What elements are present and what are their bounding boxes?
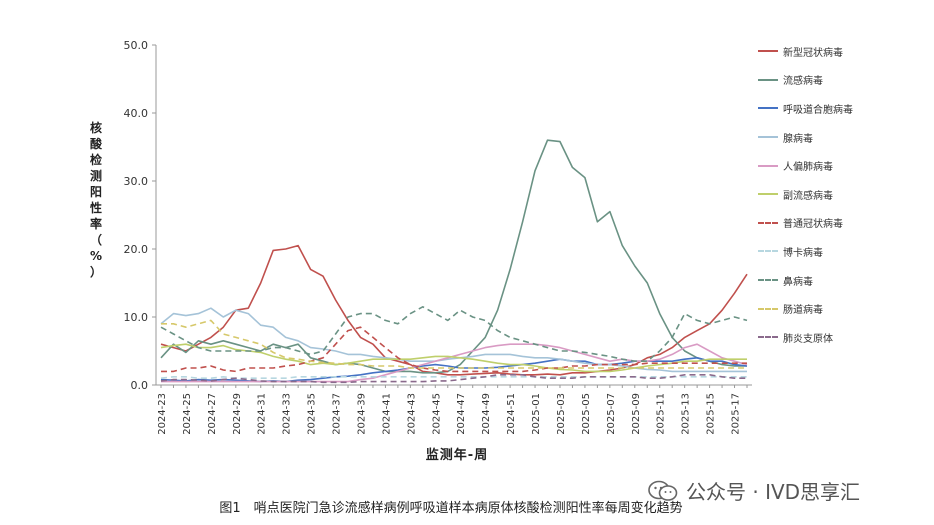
series-line-9 [160,305,748,363]
y-axis-label-char: 核 [89,121,102,135]
legend-label: 流感病毒 [783,76,823,88]
x-tick-label: 2024-23 [157,393,168,435]
legend-swatch [758,164,778,167]
x-tick-label: 2024-49 [481,393,492,435]
y-axis-label-char: （ [89,233,102,247]
x-tick-label: 2024-43 [406,393,417,435]
y-axis-label-char: 性 [89,201,102,215]
x-tick-label: 2024-39 [356,393,367,435]
x-tick-label: 2024-33 [282,393,293,435]
legend-label: 普通冠状病毒 [783,219,843,231]
y-axis-label-char: 率 [89,217,102,231]
x-tick-label: 2025-11 [656,393,667,435]
legend-swatch [758,250,778,253]
legend-swatch [758,221,778,224]
y-axis-label-char: % [89,249,103,263]
series-line-8 [160,375,747,380]
x-tick-label: 2024-47 [456,393,467,435]
series-line-6 [160,343,747,373]
legend-swatch [758,50,778,53]
x-tick-label: 2024-51 [506,393,517,435]
series-lines [160,139,748,384]
legend-swatch [758,336,778,339]
y-tick-label: 50.0 [124,39,149,52]
wechat-icon [648,480,678,501]
axes: 0.0 10.0 20.0 30.0 40.0 50.0 2024-23 2024-25 202… [124,39,752,435]
legend-swatch [758,307,778,310]
y-axis-label-char: 测 [89,169,102,183]
legend-label: 人偏肺病毒 [783,162,833,174]
legend-swatch [758,193,778,196]
x-axis-label: 监测年-周 [425,448,489,463]
legend-item: 鼻病毒 [758,266,928,295]
legend-label: 鼻病毒 [783,276,813,288]
x-tick-label: 2025-05 [581,393,592,435]
legend-item: 腺病毒 [758,123,928,152]
y-tick-label: 0.0 [131,379,149,392]
y-tick-label: 10.0 [124,311,149,324]
x-tick-label: 2024-29 [232,393,243,435]
x-tick-label: 2024-31 [257,393,268,435]
series-line-10 [161,319,747,369]
legend-label: 呼吸道合胞病毒 [783,104,853,116]
x-tick-label: 2024-45 [431,393,442,435]
legend-item: 呼吸道合胞病毒 [758,94,928,123]
x-tick-label: 2025-13 [681,393,692,435]
series-line-2 [160,139,747,374]
series-line-1 [160,244,748,376]
watermark-text: 公众号 · IVD思享汇 [686,480,861,504]
x-tick-label: 2024-35 [307,393,318,435]
legend-item: 新型冠状病毒 [758,37,928,66]
legend-swatch [758,107,778,110]
y-axis-label: 核酸检测阳性率 （% ） [86,120,106,280]
y-tick-label: 20.0 [124,243,149,256]
x-tick-label: 2024-27 [207,393,218,435]
y-axis-label-char: ） [89,265,102,279]
legend-item: 流感病毒 [758,66,928,95]
figure-caption: 图1 哨点医院门急诊流感样病例呼吸道样本病原体核酸检测阳性率每周变化趋势 [219,501,683,516]
legend-label: 肺炎支原体 [783,333,833,345]
legend: 新型冠状病毒 流感病毒呼吸道合胞病毒 腺病毒人偏肺病毒副流感病毒普通冠状病毒 博卡病毒… [758,37,928,352]
x-tick-label: 2024-41 [381,393,392,435]
y-tick-label: 30.0 [124,175,149,188]
y-axis-label-char: 酸 [89,137,102,151]
legend-label: 博卡病毒 [783,247,823,259]
legend-label: 腺病毒 [783,133,813,145]
legend-label: 肠道病毒 [783,305,823,317]
y-axis-label-char: 检 [89,153,102,167]
series-line-4 [160,307,747,373]
watermark: 公众号 · IVD思享汇 [648,476,860,505]
x-tick-label: 2025-09 [631,393,642,435]
legend-item: 肺炎支原体 [758,323,928,352]
x-tick-label: 2025-07 [606,393,617,435]
series-line-5 [161,343,748,383]
legend-swatch [758,279,778,282]
legend-label: 新型冠状病毒 [783,47,843,59]
legend-item: 普通冠状病毒 [758,209,928,238]
x-tick-label: 2024-25 [182,393,193,435]
x-tick-label: 2025-03 [556,393,567,435]
legend-item: 博卡病毒 [758,237,928,266]
legend-item: 肠道病毒 [758,294,928,323]
y-axis-label-char: 阳 [89,185,102,199]
x-tick-label: 2025-01 [531,393,542,435]
series-line-11 [160,373,747,384]
x-tick-label: 2024-37 [332,393,343,435]
legend-swatch [758,78,778,81]
legend-swatch [758,136,778,139]
series-line-7 [161,326,747,373]
legend-item: 副流感病毒 [758,180,928,209]
legend-label: 副流感病毒 [783,190,833,202]
legend-item: 人偏肺病毒 [758,151,928,180]
y-tick-label: 40.0 [124,107,149,120]
x-tick-label: 2025-15 [706,393,717,435]
x-tick-label: 2025-17 [731,393,742,435]
